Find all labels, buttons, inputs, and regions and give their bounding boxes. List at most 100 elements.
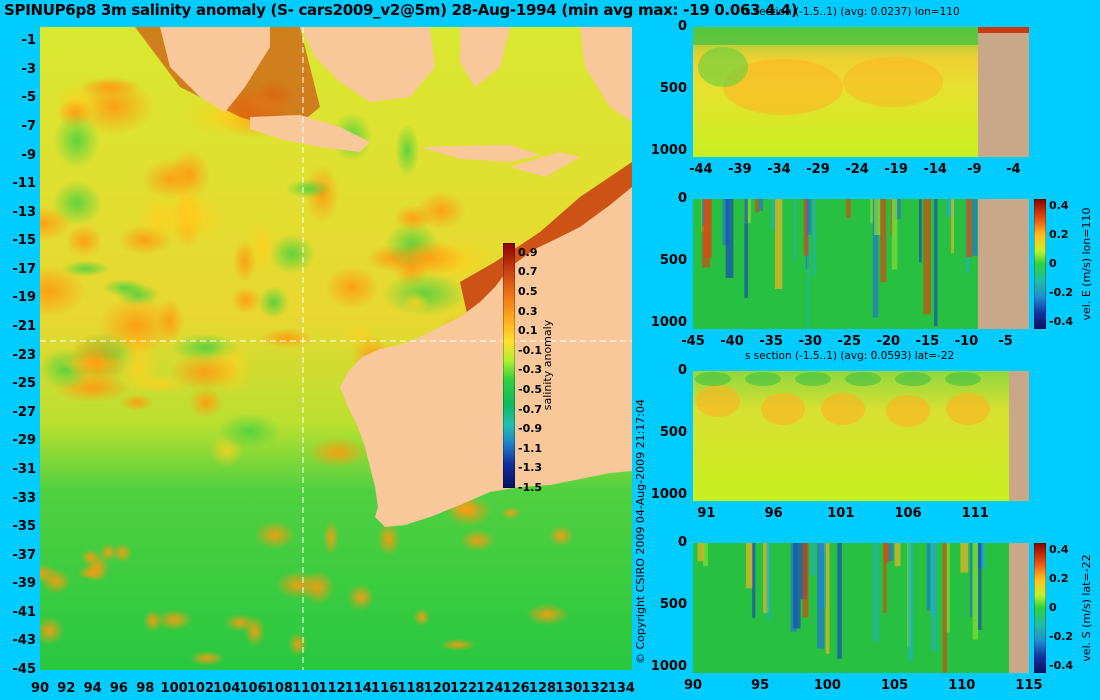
eddy xyxy=(500,506,522,520)
salinity-colorbar-tick: 0.7 xyxy=(518,265,538,279)
velocity-streak xyxy=(887,543,894,562)
section-s-lon-x-tick: -9 xyxy=(967,162,982,177)
section-u-lon-x-tick: -20 xyxy=(876,334,901,349)
section-u-lon-y-tick: 0 xyxy=(677,191,687,206)
velocity-streak xyxy=(766,543,772,620)
eddy xyxy=(40,616,65,646)
map-x-tick: 126 xyxy=(502,681,530,696)
figure-title: SPINUP6p8 3m salinity anomaly (S- cars20… xyxy=(4,1,798,19)
vel-e-colorbar-label: vel. E (m/s) lon=110 xyxy=(1080,207,1093,321)
section-s-lat-x-tick: 106 xyxy=(894,506,922,521)
eddy xyxy=(395,124,420,178)
salinity-colorbar-label: salinity anomaly xyxy=(541,319,554,411)
land-timor xyxy=(510,152,580,177)
map-y-tick: -21 xyxy=(12,319,37,335)
velocity-streak xyxy=(883,543,887,613)
section-u-lon-features xyxy=(701,199,978,329)
land-new-guinea xyxy=(580,27,632,122)
section-v-lat-panel[interactable] xyxy=(693,543,1029,673)
map-y-tick: -5 xyxy=(21,90,36,106)
section-v-lat-x-tick: 100 xyxy=(813,678,841,693)
salinity-colorbar-tick: -1.1 xyxy=(518,441,543,455)
section-s-lon-x-tick: -44 xyxy=(689,162,713,177)
eddy xyxy=(65,224,103,258)
velocity-streak xyxy=(793,543,801,629)
eddy xyxy=(66,332,126,392)
eddy xyxy=(189,650,225,667)
map-x-tick: 130 xyxy=(555,681,583,696)
salinity-colorbar-tick: -1.5 xyxy=(518,481,543,494)
map-x-tick: 128 xyxy=(528,681,557,696)
velocity-streak xyxy=(793,199,797,261)
section-s-lon-x-tick: -29 xyxy=(806,162,830,177)
velocity-streak xyxy=(752,543,756,618)
map-y-tick: -13 xyxy=(12,204,37,220)
map-y-tick: -1 xyxy=(21,33,36,49)
section-v-lat-x-tick: 95 xyxy=(751,678,770,693)
section-s-lat-panel[interactable] xyxy=(693,371,1029,501)
eddy xyxy=(102,279,146,296)
map-y-tick: -43 xyxy=(12,633,37,649)
velocity-streak xyxy=(702,199,705,226)
velocity-streak xyxy=(980,543,986,569)
map-x-tick: 134 xyxy=(607,681,635,696)
velocity-streak xyxy=(946,543,950,633)
section-u-lon-x-tick: -10 xyxy=(954,334,979,349)
section-s-lat-title: s section (-1.5..1) (avg: 0.0593) lat=-2… xyxy=(745,350,955,362)
section-s-lat-x-tick: 96 xyxy=(764,506,783,521)
map-panel[interactable] xyxy=(40,27,632,670)
eddy xyxy=(40,264,86,318)
eddy xyxy=(52,180,103,226)
velocity-streak xyxy=(872,199,879,318)
eddy xyxy=(285,179,332,199)
map-x-tick: 104 xyxy=(213,681,241,696)
section-v-lat-y-tick: 1000 xyxy=(650,658,687,674)
section-u-lon-colorbar-tick: 0 xyxy=(1049,257,1057,270)
section-u-lon-panel[interactable] xyxy=(693,199,1029,329)
map-x-tick: 90 xyxy=(30,681,50,696)
eddy xyxy=(230,286,262,314)
map-x-tick: 92 xyxy=(57,681,76,696)
land-sumatra xyxy=(160,27,270,112)
velocity-streak xyxy=(837,543,842,659)
velocity-streak xyxy=(745,543,753,589)
velocity-streak xyxy=(873,543,879,642)
velocity-streak xyxy=(978,543,982,630)
map-y-tick: -29 xyxy=(12,433,37,449)
section-s-lon-panel[interactable] xyxy=(693,27,1029,157)
map-x-tick: 96 xyxy=(109,681,128,696)
eddy xyxy=(142,158,198,200)
section-s-lat-x-tick: 91 xyxy=(697,506,716,521)
section-u-lon-colorbar-tick: 0.2 xyxy=(1049,228,1069,242)
map-x-tick: 124 xyxy=(476,681,504,696)
land-australia xyxy=(340,187,632,527)
map-x-tick: 110 xyxy=(292,681,320,696)
section-v-lat-colorbar-tick: 0.4 xyxy=(1049,543,1069,557)
velocity-streak xyxy=(951,199,954,254)
section-u-lon-x-tick: -25 xyxy=(837,334,862,349)
eddy xyxy=(77,565,106,581)
section-s-lat-features xyxy=(695,372,990,427)
surface-fresh-patch xyxy=(895,372,931,386)
map-x-tick: 122 xyxy=(449,681,478,696)
section-s-lon-y-tick: 0 xyxy=(677,19,687,34)
map-y-tick: -15 xyxy=(12,233,37,249)
section-s-lon-x-tick: -4 xyxy=(1006,162,1021,177)
velocity-streak xyxy=(926,543,931,611)
eddy xyxy=(268,234,316,274)
eddy xyxy=(217,413,282,450)
map-x-tick: 114 xyxy=(344,681,372,696)
eddy xyxy=(393,204,433,232)
velocity-streak xyxy=(966,199,973,258)
velocity-streak xyxy=(972,543,979,640)
salinity-colorbar-tick: -0.9 xyxy=(518,422,543,436)
velocity-streak xyxy=(807,199,810,329)
map-x-tick: 132 xyxy=(581,681,609,696)
section-u-lon-x-tick: -40 xyxy=(720,334,744,349)
velocity-streak xyxy=(775,199,783,290)
salinity-colorbar-tick: 0.1 xyxy=(518,324,538,338)
section-s-lon-y-tick: 1000 xyxy=(650,142,687,158)
map-y-tick: -31 xyxy=(12,461,37,477)
map-x-tick: 112 xyxy=(318,681,346,696)
section-s-lon-y-tick: 500 xyxy=(659,80,687,96)
